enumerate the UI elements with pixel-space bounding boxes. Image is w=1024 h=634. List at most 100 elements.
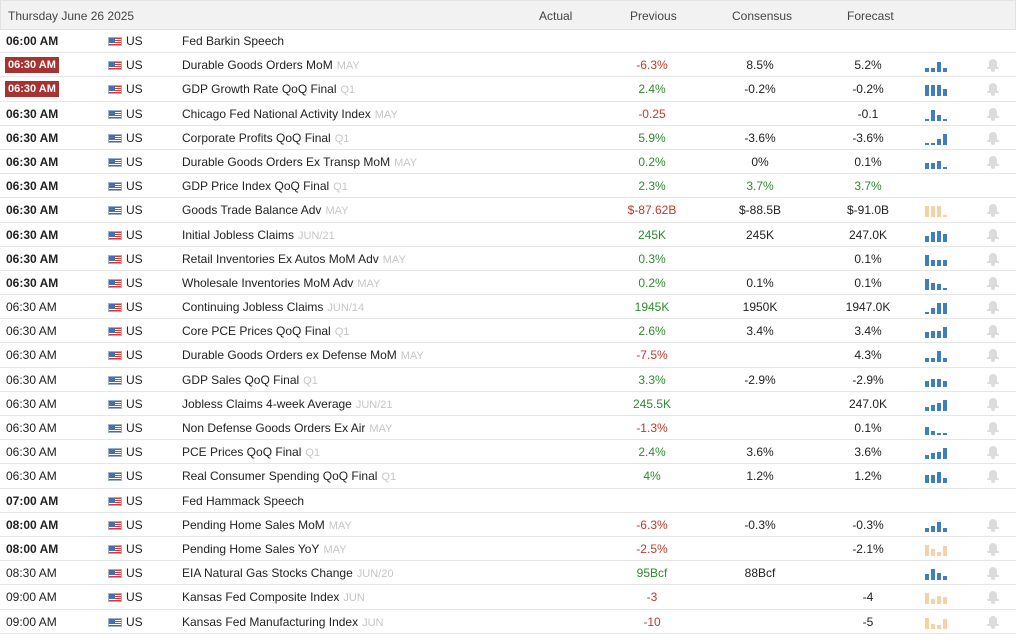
bell-alert-icon[interactable] [987, 203, 999, 218]
bell-alert-icon[interactable] [987, 518, 999, 532]
history-chart-icon[interactable] [925, 107, 949, 121]
event-row[interactable]: 08:00 AM US Pending Home Sales MoM MAY -6.3%… [0, 513, 1016, 537]
history-chart-icon[interactable] [925, 228, 949, 242]
event-name-link[interactable]: Kansas Fed Composite Index JUN [182, 590, 365, 605]
history-chart-icon[interactable] [925, 373, 949, 387]
history-chart-icon[interactable] [925, 276, 949, 290]
bell-alert-icon[interactable] [987, 566, 999, 581]
event-row[interactable]: 06:30 AM US Durable Goods Orders Ex Transp… [0, 150, 1016, 175]
event-name-link[interactable]: Durable Goods Orders ex Defense MoM MAY [182, 348, 424, 363]
event-name-link[interactable]: Wholesale Inventories MoM Adv MAY [182, 276, 380, 291]
event-name-link[interactable]: PCE Prices QoQ Final Q1 [182, 445, 320, 460]
actual-column-header[interactable]: Actual [539, 9, 573, 23]
event-row[interactable]: 06:30 AM US Corporate Profits QoQ Final Q1 5… [0, 126, 1016, 150]
event-name-link[interactable]: Continuing Jobless Claims JUN/14 [182, 300, 364, 315]
event-name-link[interactable]: GDP Sales QoQ Final Q1 [182, 373, 318, 388]
event-row[interactable]: 06:30 AM US Retail Inventories Ex Autos Mo… [0, 247, 1016, 271]
previous-column-header[interactable]: Previous [630, 9, 677, 23]
event-row[interactable]: 06:30 AM US GDP Sales QoQ Final Q1 3.3% -2.9%… [0, 368, 1016, 392]
event-name-link[interactable]: Core PCE Prices QoQ Final Q1 [182, 324, 349, 339]
bell-alert-icon[interactable] [987, 58, 999, 73]
bell-alert-icon[interactable] [987, 397, 999, 411]
bell-alert-icon[interactable] [987, 131, 999, 145]
event-row[interactable]: 06:30 AM US Core PCE Prices QoQ Final Q1 2.6… [0, 319, 1016, 344]
event-row[interactable]: 06:30 AM US Real Consumer Spending QoQ Fin… [0, 464, 1016, 489]
bell-alert-icon[interactable] [987, 445, 999, 460]
event-name-link[interactable]: Fed Hammack Speech [182, 494, 304, 508]
event-name-link[interactable]: Pending Home Sales MoM MAY [182, 518, 352, 533]
event-name-link[interactable]: Real Consumer Spending QoQ Final Q1 [182, 469, 396, 484]
bell-alert-icon[interactable] [987, 324, 999, 339]
event-name-link[interactable]: Fed Barkin Speech [182, 34, 284, 48]
event-row[interactable]: 06:30 AM US Wholesale Inventories MoM Adv M… [0, 271, 1016, 296]
bell-alert-icon[interactable] [987, 421, 999, 435]
event-name: Fed Barkin Speech [182, 34, 285, 48]
history-chart-icon[interactable] [925, 518, 949, 532]
event-row[interactable]: 06:30 AM US Continuing Jobless Claims JUN/1… [0, 295, 1016, 320]
event-row[interactable]: 07:00 AM US Fed Hammack Speech [0, 489, 1016, 513]
bell-alert-icon[interactable] [987, 155, 999, 169]
event-name-link[interactable]: Chicago Fed National Activity Index MAY [182, 107, 398, 122]
event-row[interactable]: 06:30 AM US GDP Price Index QoQ Final Q1 2.3… [0, 174, 1016, 199]
event-row[interactable]: 06:00 AM US Fed Barkin Speech [0, 29, 1016, 54]
history-chart-icon[interactable] [925, 300, 949, 315]
event-row[interactable]: 06:30 AM US Durable Goods Orders ex Defens… [0, 343, 1016, 368]
history-chart-icon[interactable] [925, 324, 949, 339]
history-chart-icon[interactable] [925, 131, 949, 145]
bell-alert-icon[interactable] [987, 348, 999, 363]
bell-alert-icon[interactable] [987, 276, 999, 290]
event-name-link[interactable]: Goods Trade Balance Adv MAY [182, 203, 348, 218]
bell-alert-icon[interactable] [987, 373, 999, 387]
bell-alert-icon[interactable] [987, 300, 999, 315]
bell-alert-icon[interactable] [987, 252, 999, 266]
history-chart-icon[interactable] [925, 397, 949, 411]
bell-alert-icon[interactable] [987, 542, 999, 556]
event-row[interactable]: 06:30 AM US Initial Jobless Claims JUN/21 24… [0, 223, 1016, 247]
event-name-link[interactable]: Durable Goods Orders Ex Transp MoM MAY [182, 155, 417, 170]
event-name: GDP Growth Rate QoQ Final [182, 82, 337, 97]
event-name-link[interactable]: Jobless Claims 4-week Average JUN/21 [182, 397, 393, 412]
event-name-link[interactable]: Durable Goods Orders MoM MAY [182, 58, 360, 73]
event-row[interactable]: 06:30 AM US Chicago Fed National Activity … [0, 102, 1016, 126]
event-row[interactable]: 08:30 AM US EIA Natural Gas Stocks Change J… [0, 561, 1016, 586]
event-name-link[interactable]: EIA Natural Gas Stocks Change JUN/20 [182, 566, 393, 581]
event-row[interactable]: 09:00 AM US Kansas Fed Manufacturing Index… [0, 610, 1016, 634]
bell-alert-icon[interactable] [987, 228, 999, 242]
event-name-link[interactable]: Corporate Profits QoQ Final Q1 [182, 131, 349, 146]
history-chart-icon[interactable] [925, 566, 949, 581]
event-row[interactable]: 06:30 AM US Goods Trade Balance Adv MAY $-87… [0, 198, 1016, 223]
history-chart-icon[interactable] [925, 445, 949, 460]
event-name-link[interactable]: Initial Jobless Claims JUN/21 [182, 228, 335, 243]
history-chart-icon[interactable] [925, 348, 949, 363]
event-row[interactable]: 06:30 AM US Non Defense Goods Orders Ex Ai… [0, 416, 1016, 441]
event-row[interactable]: 08:00 AM US Pending Home Sales YoY MAY -2.5%… [0, 537, 1016, 562]
event-name-link[interactable]: GDP Growth Rate QoQ Final Q1 [182, 82, 355, 97]
event-row[interactable]: 06:30 AM US Jobless Claims 4-week Average J… [0, 392, 1016, 416]
event-row[interactable]: 09:00 AM US Kansas Fed Composite Index JUN -… [0, 585, 1016, 610]
bell-alert-icon[interactable] [987, 469, 999, 484]
bell-alert-icon[interactable] [987, 82, 999, 97]
history-chart-icon[interactable] [925, 203, 949, 218]
event-name-link[interactable]: Retail Inventories Ex Autos MoM Adv MAY [182, 252, 406, 267]
event-name-link[interactable]: Non Defense Goods Orders Ex Air MAY [182, 421, 392, 436]
event-name-link[interactable]: GDP Price Index QoQ Final Q1 [182, 179, 348, 194]
bell-alert-icon[interactable] [987, 590, 999, 605]
history-chart-icon[interactable] [925, 82, 949, 97]
bell-alert-icon[interactable] [987, 107, 999, 121]
consensus-column-header[interactable]: Consensus [732, 9, 793, 23]
history-chart-icon[interactable] [925, 615, 949, 629]
event-row[interactable]: 06:30 AM US PCE Prices QoQ Final Q1 2.4% 3.6%… [0, 440, 1016, 465]
forecast-column-header[interactable]: Forecast [847, 9, 894, 23]
history-chart-icon[interactable] [925, 469, 949, 484]
event-row[interactable]: 06:30 AM US GDP Growth Rate QoQ Final Q1 2.4… [0, 77, 1016, 102]
history-chart-icon[interactable] [925, 542, 949, 556]
history-chart-icon[interactable] [925, 421, 949, 435]
event-row[interactable]: 06:30 AM US Durable Goods Orders MoM MAY -6.… [0, 53, 1016, 78]
event-name-link[interactable]: Pending Home Sales YoY MAY [182, 542, 346, 557]
history-chart-icon[interactable] [925, 155, 949, 169]
bell-alert-icon[interactable] [987, 615, 999, 629]
event-name-link[interactable]: Kansas Fed Manufacturing Index JUN [182, 615, 384, 630]
history-chart-icon[interactable] [925, 252, 949, 266]
history-chart-icon[interactable] [925, 590, 949, 605]
history-chart-icon[interactable] [925, 58, 949, 73]
